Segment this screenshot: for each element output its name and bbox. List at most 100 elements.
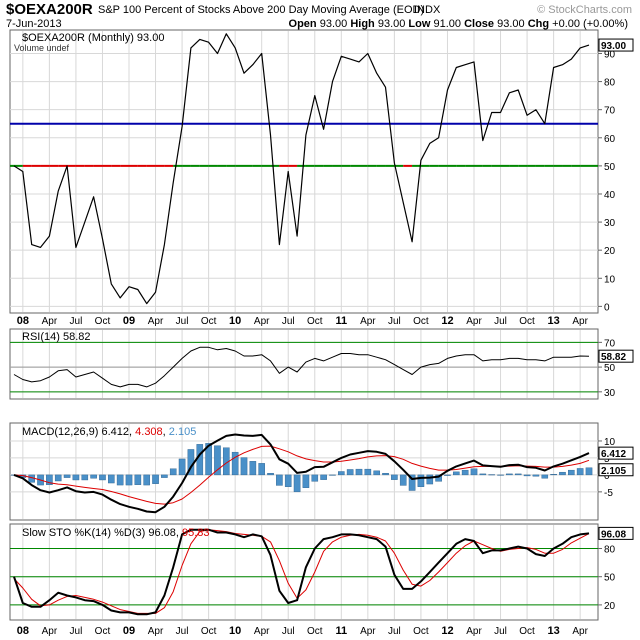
x-tick-label: Jul bbox=[494, 626, 507, 637]
close-value: 93.00 bbox=[497, 18, 525, 30]
x-tick-label: Jul bbox=[282, 316, 295, 327]
x-tick-label: Apr bbox=[572, 626, 588, 637]
macd-hist-bar bbox=[284, 474, 292, 487]
x-tick-label: Jul bbox=[70, 626, 83, 637]
stochastic-legend-d: 95.83 bbox=[182, 527, 210, 539]
x-axis-mid: 08 Apr Jul Oct 09 Apr Jul Oct 10 Apr Jul Oct 11 Apr Ju… bbox=[17, 315, 589, 327]
macd-hist-bar bbox=[568, 469, 575, 476]
macd-hist-bar bbox=[382, 472, 389, 476]
x-tick-label: Jul bbox=[282, 626, 295, 637]
macd-hist-bar bbox=[417, 474, 425, 487]
macd-hist-bar bbox=[576, 468, 584, 476]
macd-hist-bar bbox=[550, 474, 557, 476]
x-tick-label: Jul bbox=[70, 316, 83, 327]
macd-legend-name: MACD(12,26,9) bbox=[22, 426, 98, 438]
high-label: High bbox=[350, 18, 375, 30]
x-tick-label: Apr bbox=[42, 316, 58, 327]
macd-hist-bar bbox=[161, 474, 168, 478]
macd-hist-last-value: 2.105 bbox=[601, 466, 626, 477]
macd-hist-bar bbox=[63, 474, 71, 478]
macd-hist-bar bbox=[196, 444, 204, 476]
x-tick-label: Oct bbox=[519, 626, 535, 637]
macd-hist-bar bbox=[205, 443, 212, 476]
y-tick-label: 50 bbox=[604, 573, 616, 584]
y-tick-label: 40 bbox=[604, 190, 616, 201]
brand-label[interactable]: © StockCharts.com bbox=[537, 4, 632, 16]
macd-hist-bar bbox=[329, 474, 336, 476]
x-tick-label: 09 bbox=[123, 315, 135, 327]
macd-line bbox=[13, 433, 590, 514]
chart-exchange: INDX bbox=[414, 4, 441, 16]
macd-hist-bar bbox=[444, 474, 451, 476]
x-tick-label: Jul bbox=[176, 316, 189, 327]
y-tick-label: 80 bbox=[604, 78, 616, 89]
y-tick-label: 30 bbox=[604, 388, 616, 399]
x-tick-label: Apr bbox=[466, 626, 482, 637]
macd-hist-bar bbox=[488, 474, 495, 476]
macd-hist-bar bbox=[231, 451, 239, 476]
x-tick-label: Oct bbox=[201, 316, 217, 327]
price-legend: $OEXA200R (Monthly) 93.00 bbox=[22, 32, 164, 44]
x-tick-label: 12 bbox=[441, 625, 453, 637]
price-panel-frame bbox=[9, 29, 599, 314]
macd-hist-bar bbox=[311, 474, 319, 482]
macd-hist-bar bbox=[90, 474, 97, 479]
macd-hist-bar bbox=[559, 471, 566, 476]
rsi-last-value: 58.82 bbox=[601, 352, 626, 363]
macd-hist-bar bbox=[470, 468, 478, 476]
macd-legend-macd: 6.412 bbox=[101, 426, 129, 438]
macd-hist-bar bbox=[116, 474, 124, 486]
macd-hist-bar bbox=[143, 474, 150, 486]
x-tick-label: 12 bbox=[441, 315, 453, 327]
macd-hist-bar bbox=[214, 445, 221, 476]
macd-hist-last-value-box bbox=[598, 463, 634, 477]
x-tick-label: Apr bbox=[360, 316, 376, 327]
y-tick-label: 10 bbox=[604, 437, 616, 448]
x-tick-label: Jul bbox=[388, 316, 401, 327]
x-tick-label: 08 bbox=[17, 315, 29, 327]
macd-hist-bar bbox=[408, 474, 416, 491]
close-label: Close bbox=[464, 18, 494, 30]
rsi-legend: RSI(14) 58.82 bbox=[22, 331, 91, 343]
open-value: 93.00 bbox=[320, 18, 348, 30]
y-tick-label: 10 bbox=[604, 274, 616, 285]
macd-hist-bar bbox=[125, 474, 133, 486]
x-tick-label: Apr bbox=[466, 316, 482, 327]
macd-hist-bar bbox=[523, 474, 531, 477]
macd-hist-bar bbox=[399, 474, 407, 486]
macd-hist-bar bbox=[46, 474, 53, 485]
macd-hist-bar bbox=[506, 473, 513, 476]
stochastic-legend-name: Slow STO %K(14) %D(3) bbox=[22, 527, 145, 539]
stochastic-legend-k: 96.08 bbox=[148, 527, 176, 539]
y-tick-label: 60 bbox=[604, 134, 616, 145]
y-tick-label: 70 bbox=[604, 106, 616, 117]
y-tick-label: 90 bbox=[604, 49, 616, 60]
stochastic-legend: Slow STO %K(14) %D(3) 96.08, 95.83 bbox=[22, 527, 210, 539]
x-tick-label: 10 bbox=[229, 315, 241, 327]
volume-note: Volume undef bbox=[14, 43, 70, 53]
rsi-overlay: 30 50 70 58.82 bbox=[13, 338, 634, 399]
macd-hist-bar bbox=[240, 457, 248, 476]
x-tick-label: 09 bbox=[123, 625, 135, 637]
macd-hist-bar bbox=[302, 474, 310, 488]
x-tick-label: Oct bbox=[413, 626, 429, 637]
stochastic-last-value-box bbox=[598, 526, 634, 540]
macd-hist-bar bbox=[541, 474, 549, 479]
stochastic-overlay: 20 50 80 96.08 bbox=[13, 526, 634, 616]
macd-hist-bar bbox=[355, 468, 363, 476]
macd-hist-bar bbox=[426, 474, 434, 485]
x-tick-label: Oct bbox=[413, 316, 429, 327]
macd-hist-bar bbox=[54, 474, 62, 482]
macd-hist-bar bbox=[585, 467, 593, 476]
y-tick-label: 50 bbox=[604, 162, 616, 173]
macd-hist-bar bbox=[293, 474, 301, 493]
x-tick-label: Apr bbox=[42, 626, 58, 637]
price-line bbox=[13, 33, 590, 305]
macd-hist-bar bbox=[276, 474, 283, 486]
x-tick-label: Apr bbox=[254, 626, 270, 637]
price-grid bbox=[10, 31, 602, 312]
y-tick-label: 70 bbox=[604, 338, 616, 349]
price-last-value: 93.00 bbox=[601, 41, 626, 52]
